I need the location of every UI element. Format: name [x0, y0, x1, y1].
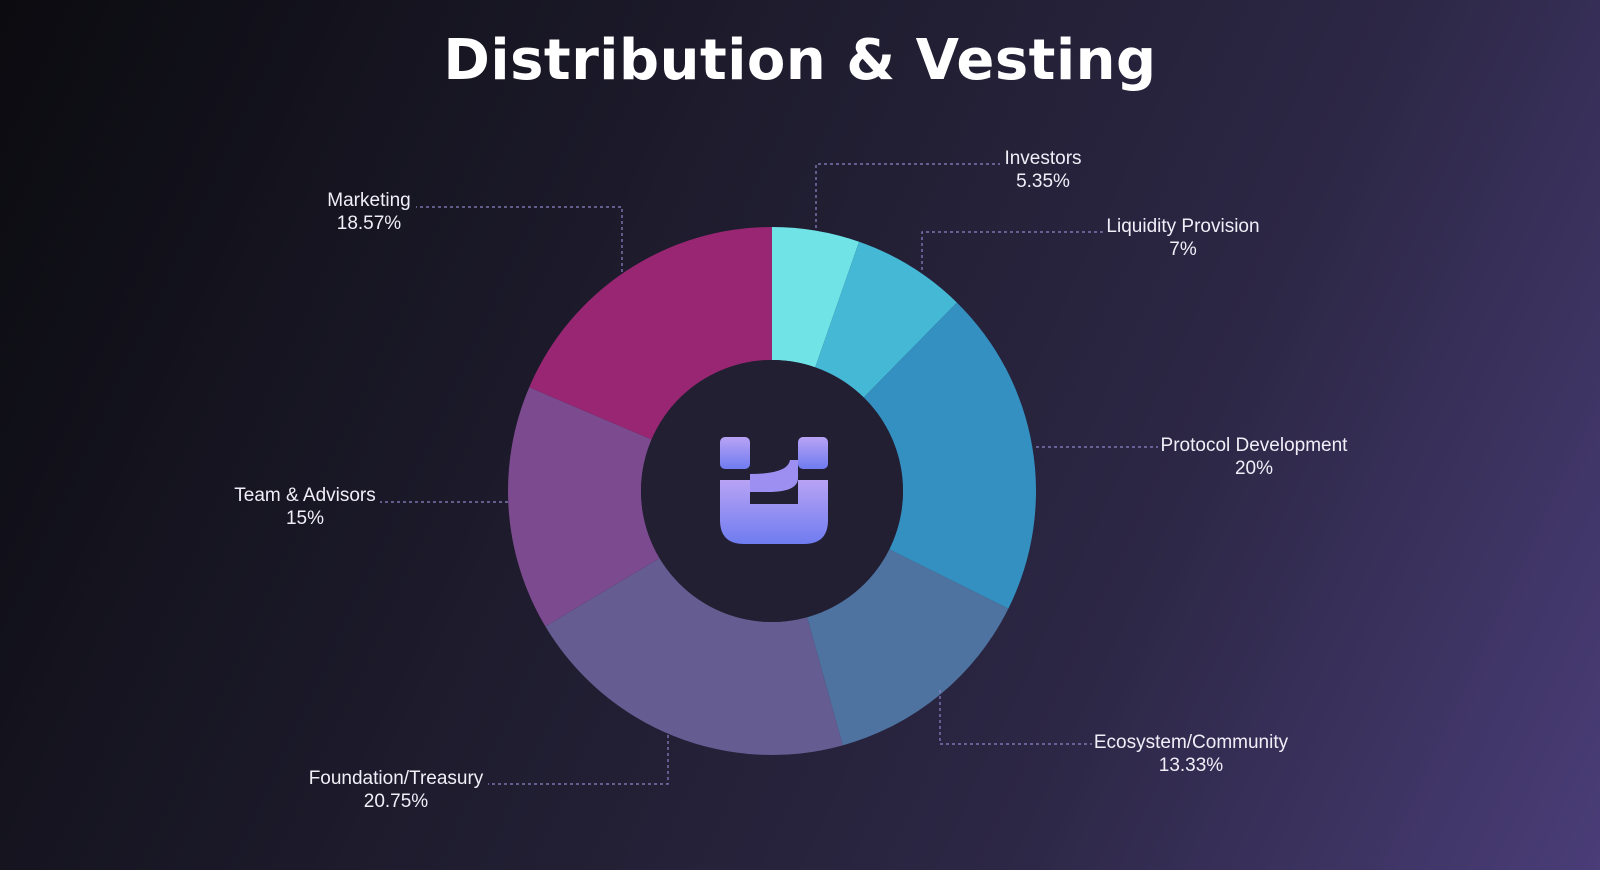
slice-value-label: 18.57%	[337, 213, 402, 234]
slice-foundation-treasury	[545, 558, 843, 755]
leader-line	[939, 690, 1092, 745]
slice-liquidity-provision	[815, 241, 957, 398]
slice-label: Protocol Development	[1161, 435, 1349, 456]
slice-label: Liquidity Provision	[1106, 216, 1259, 237]
leader-line	[488, 735, 669, 785]
slice-team-advisors	[508, 387, 660, 627]
brand-logo-icon	[720, 437, 828, 544]
leader-line	[921, 231, 1106, 270]
slice-label: Marketing	[327, 190, 410, 211]
slice-marketing	[529, 227, 772, 440]
slice-value-label: 7%	[1169, 239, 1197, 260]
slice-value-label: 20.75%	[364, 791, 429, 812]
leader-line	[416, 206, 623, 272]
slice-value-label: 20%	[1235, 458, 1273, 479]
slices-group	[508, 227, 1037, 755]
slice-label: Team & Advisors	[234, 485, 376, 506]
leader-line	[815, 163, 1000, 228]
slice-investors	[772, 227, 860, 368]
slice-value-label: 15%	[286, 508, 324, 529]
slice-protocol-development	[863, 302, 1037, 609]
slice-value-label: 5.35%	[1016, 171, 1070, 192]
page-title: Distribution & Vesting	[443, 28, 1157, 93]
slice-ecosystem-community	[807, 549, 1009, 746]
slice-label: Foundation/Treasury	[309, 768, 484, 789]
slice-value-label: 13.33%	[1159, 755, 1224, 776]
slice-label: Investors	[1004, 148, 1081, 169]
leaders-group	[380, 163, 1158, 785]
slice-label: Ecosystem/Community	[1094, 732, 1289, 753]
